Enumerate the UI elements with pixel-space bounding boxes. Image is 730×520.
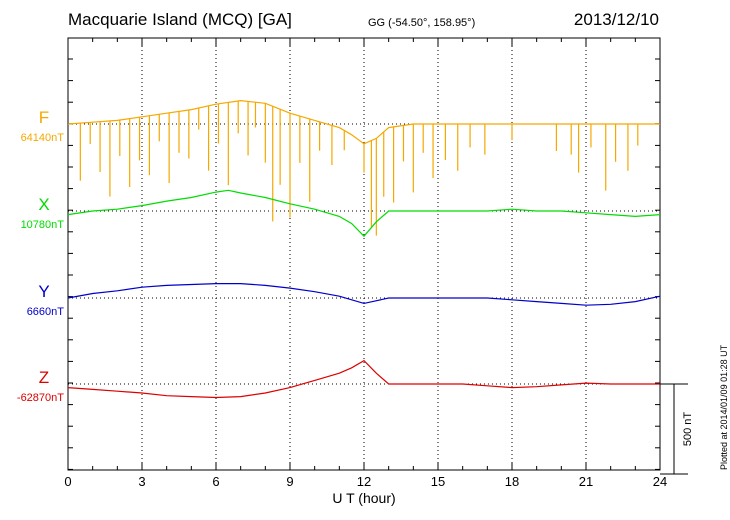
- x-tick-label: 18: [505, 474, 519, 489]
- series-baseline-y: 6660nT: [27, 306, 65, 318]
- series-baseline-z: -62870nT: [17, 392, 64, 404]
- series-labels: F 64140nT X 10780nT Y 6660nT Z -62870nT: [17, 108, 64, 404]
- scale-bar: 500 nT: [660, 383, 694, 475]
- station-coordinates: GG (-54.50°, 158.95°): [368, 17, 476, 29]
- x-tick-label: 0: [64, 474, 71, 489]
- x-tick-label: 6: [212, 474, 219, 489]
- x-tick-label: 15: [431, 474, 445, 489]
- series-baseline-x: 10780nT: [21, 219, 65, 231]
- axis-ticks: 0 3 6 9 12 15 18 21 24: [64, 38, 667, 489]
- series-line-z: [67, 359, 660, 399]
- x-axis-label: U T (hour): [332, 490, 395, 506]
- series-name-f: F: [39, 108, 49, 127]
- x-tick-label: 9: [286, 474, 293, 489]
- series-line-y: [67, 283, 661, 306]
- x-tick-label: 21: [579, 474, 593, 489]
- x-tick-label: 24: [653, 474, 667, 489]
- chart-title: Macquarie Island (MCQ) [GA]: [68, 10, 292, 29]
- series-baseline-f: 64140nT: [21, 132, 65, 144]
- series-name-x: X: [38, 195, 49, 214]
- series-name-y: Y: [38, 282, 49, 301]
- x-tick-label: 12: [357, 474, 371, 489]
- x-tick-label: 3: [138, 474, 145, 489]
- chart-date: 2013/12/10: [573, 10, 659, 29]
- scale-bar-label: 500 nT: [682, 412, 694, 447]
- plotted-timestamp: Plotted at 2014/01/09 01:28 UT: [719, 344, 729, 470]
- series-name-z: Z: [39, 368, 49, 387]
- series-line-x: [67, 189, 661, 238]
- grid-lines: [68, 38, 660, 470]
- series-layer: [67, 99, 661, 399]
